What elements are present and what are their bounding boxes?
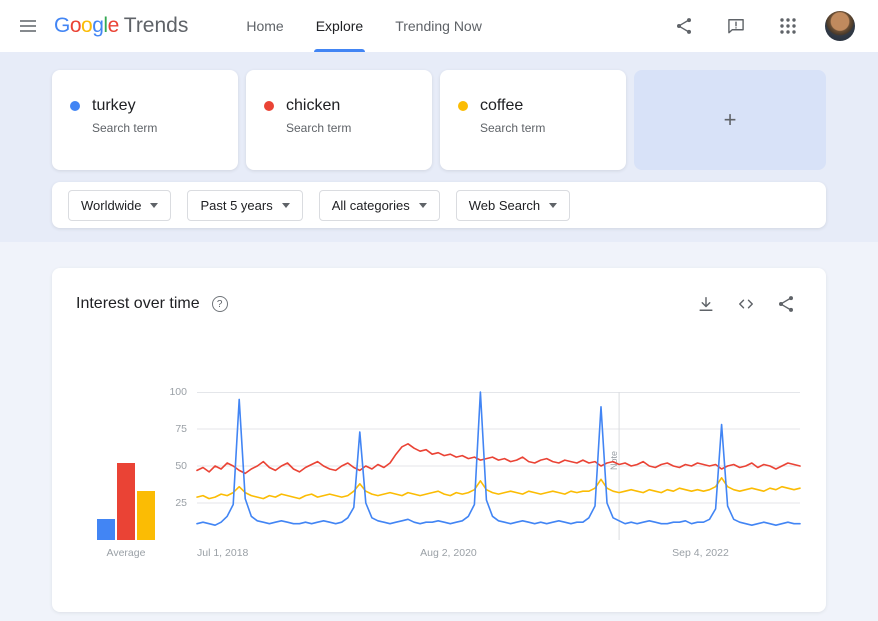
term-card-coffee[interactable]: coffee Search term bbox=[440, 70, 626, 170]
filter-time-range[interactable]: Past 5 years bbox=[187, 189, 303, 221]
series-line-coffee[interactable] bbox=[196, 477, 801, 500]
term-card-turkey[interactable]: turkey Search term bbox=[52, 70, 238, 170]
logo[interactable]: Google Trends bbox=[54, 14, 188, 38]
help-icon[interactable]: ? bbox=[211, 296, 228, 312]
plot-area[interactable]: Note 25 50 75 100 bbox=[169, 386, 801, 540]
share-icon bbox=[677, 18, 691, 34]
logo-letter: e bbox=[107, 14, 120, 37]
feedback-button[interactable] bbox=[716, 6, 756, 46]
apps-grid-icon bbox=[780, 18, 796, 34]
logo-letter: l bbox=[103, 14, 108, 37]
logo-letter: o bbox=[81, 14, 93, 37]
topbar-actions bbox=[664, 6, 860, 46]
widget-actions bbox=[690, 288, 802, 320]
filter-bar: Worldwide Past 5 years All categories We… bbox=[52, 182, 826, 228]
series-color-dot bbox=[70, 101, 80, 111]
y-tick-label: 50 bbox=[175, 460, 187, 472]
embed-code-icon bbox=[739, 299, 753, 309]
menu-button[interactable] bbox=[8, 6, 48, 46]
interest-over-time-chart: Average Note 25 50 75 100 Jul 1, 2018 Aug 2,… bbox=[76, 386, 802, 563]
share-icon bbox=[779, 296, 793, 312]
x-tick-label: Aug 2, 2020 bbox=[420, 547, 477, 559]
feedback-icon bbox=[728, 19, 744, 34]
filter-region[interactable]: Worldwide bbox=[68, 189, 172, 221]
average-bars bbox=[97, 392, 155, 540]
share-button[interactable] bbox=[664, 6, 704, 46]
y-tick-label: 25 bbox=[175, 497, 187, 509]
term-row: turkey Search term chicken Search term c… bbox=[52, 70, 826, 170]
x-tick-label: Sep 4, 2022 bbox=[672, 547, 729, 559]
account-button[interactable] bbox=[820, 6, 860, 46]
avatar bbox=[825, 11, 855, 41]
term-label: turkey bbox=[92, 97, 136, 114]
primary-nav: Home Explore Trending Now bbox=[230, 0, 497, 52]
filter-search-type-label: Web Search bbox=[468, 197, 541, 213]
logo-letter: o bbox=[69, 14, 82, 37]
term-label: chicken bbox=[286, 97, 341, 114]
average-bar-turkey[interactable] bbox=[97, 519, 115, 540]
logo-google: Google bbox=[54, 14, 119, 38]
logo-letter: g bbox=[92, 14, 104, 37]
widget-share-button[interactable] bbox=[770, 288, 802, 320]
average-label: Average bbox=[106, 547, 146, 559]
filter-search-type[interactable]: Web Search bbox=[455, 189, 571, 221]
nav-trending-now-label: Trending Now bbox=[395, 18, 482, 34]
y-tick-label: 75 bbox=[175, 423, 187, 435]
widget-header: Interest over time ? bbox=[76, 292, 802, 316]
filter-category-label: All categories bbox=[331, 197, 410, 213]
nav-home[interactable]: Home bbox=[230, 0, 299, 52]
top-app-bar: Google Trends Home Explore Trending Now bbox=[0, 0, 878, 52]
term-label: coffee bbox=[480, 97, 524, 114]
dropdown-caret-icon bbox=[418, 202, 427, 208]
x-axis-labels: Jul 1, 2018 Aug 2, 2020 Sep 4, 2022 bbox=[197, 547, 800, 563]
nav-trending-now[interactable]: Trending Now bbox=[379, 0, 498, 52]
plot-column: Note 25 50 75 100 Jul 1, 2018 Aug 2, 2020 Sep… bbox=[169, 386, 801, 563]
filter-time-range-label: Past 5 years bbox=[200, 197, 273, 213]
x-tick-label: Jul 1, 2018 bbox=[197, 547, 249, 559]
term-sublabel: Search term bbox=[480, 121, 546, 135]
add-comparison-button[interactable]: + bbox=[634, 70, 826, 170]
nav-explore[interactable]: Explore bbox=[300, 0, 379, 52]
line-chart-svg[interactable]: Note bbox=[196, 391, 801, 540]
nav-home-label: Home bbox=[246, 18, 284, 34]
nav-explore-label: Explore bbox=[315, 18, 364, 34]
svg-text:Note: Note bbox=[609, 451, 619, 470]
series-line-chicken[interactable] bbox=[196, 442, 801, 475]
dropdown-caret-icon bbox=[150, 202, 159, 208]
filter-category[interactable]: All categories bbox=[318, 189, 440, 221]
embed-button[interactable] bbox=[730, 288, 762, 320]
interest-over-time-widget: Interest over time ? bbox=[52, 268, 826, 612]
apps-button[interactable] bbox=[768, 6, 808, 46]
dropdown-caret-icon bbox=[549, 202, 558, 208]
comparison-section: turkey Search term chicken Search term c… bbox=[0, 52, 878, 242]
average-block: Average bbox=[76, 392, 176, 563]
series-color-dot bbox=[458, 101, 468, 111]
series-line-turkey[interactable] bbox=[196, 391, 801, 526]
plus-icon: + bbox=[723, 107, 737, 132]
term-card-chicken[interactable]: chicken Search term bbox=[246, 70, 432, 170]
term-sublabel: Search term bbox=[92, 121, 158, 135]
series-color-dot bbox=[264, 101, 274, 111]
average-bar-chicken[interactable] bbox=[117, 463, 135, 540]
logo-letter: G bbox=[54, 14, 70, 37]
dropdown-caret-icon bbox=[281, 202, 290, 208]
download-icon bbox=[699, 297, 713, 311]
download-button[interactable] bbox=[690, 288, 722, 320]
average-bar-coffee[interactable] bbox=[137, 491, 155, 540]
logo-product: Trends bbox=[123, 14, 189, 37]
filter-region-label: Worldwide bbox=[81, 197, 142, 213]
y-tick-label: 100 bbox=[169, 386, 187, 398]
active-tab-indicator bbox=[313, 49, 366, 52]
hamburger-icon bbox=[20, 20, 36, 32]
widget-title: Interest over time bbox=[76, 295, 200, 312]
page-body: Interest over time ? bbox=[0, 242, 878, 621]
term-sublabel: Search term bbox=[286, 121, 352, 135]
